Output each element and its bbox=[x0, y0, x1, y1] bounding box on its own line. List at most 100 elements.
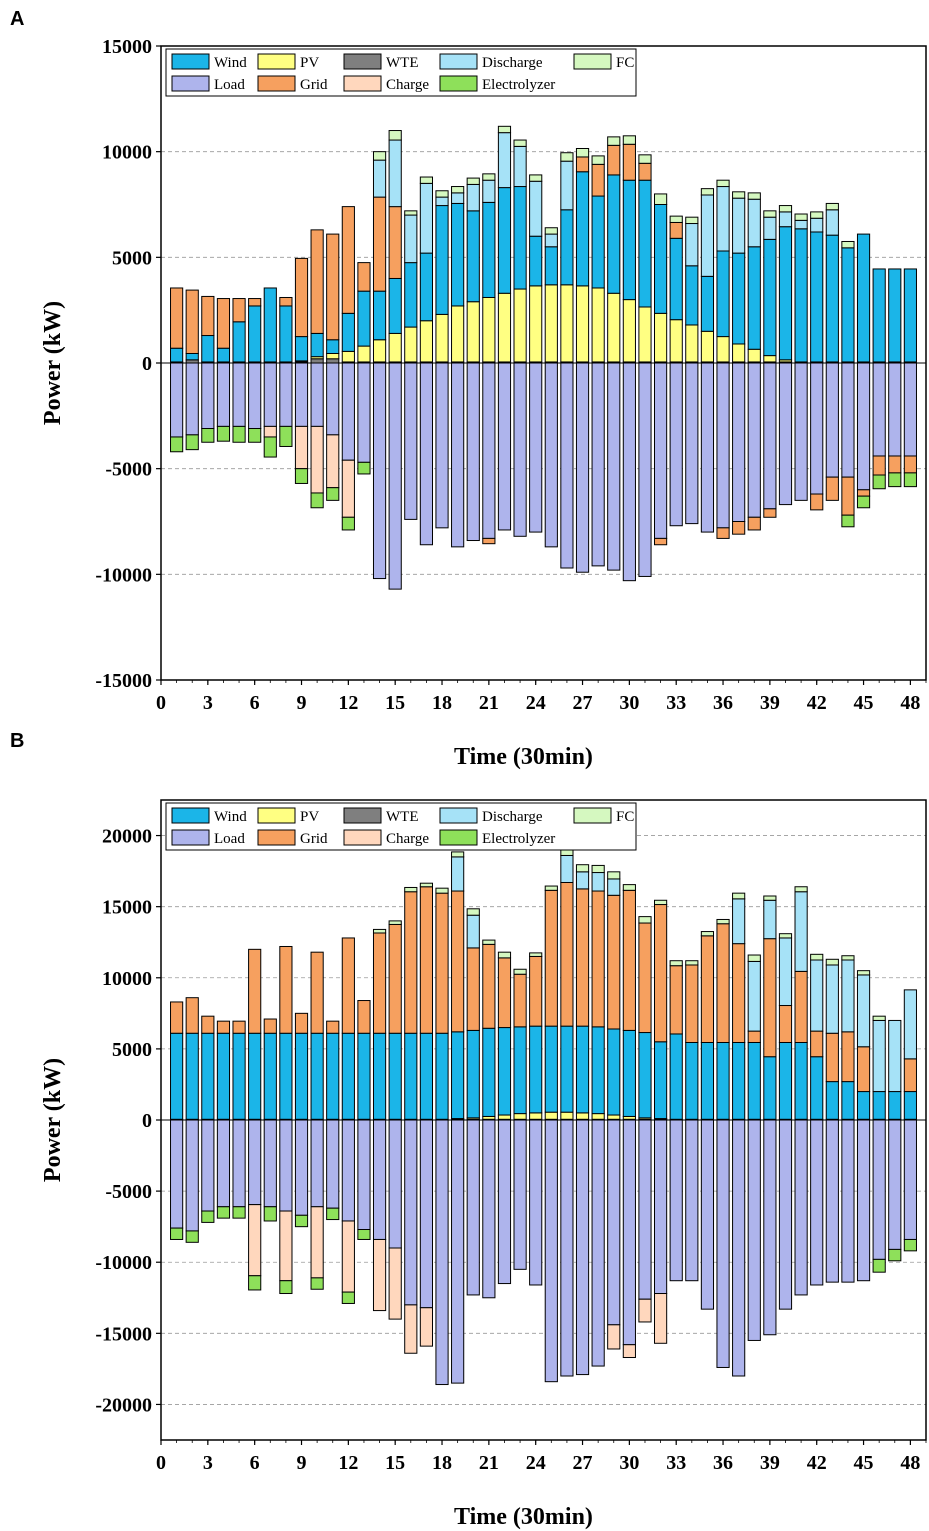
bar-load bbox=[560, 1119, 574, 1377]
bar-electrolyzer bbox=[341, 1291, 355, 1304]
bar-wind bbox=[310, 332, 324, 358]
bar-load bbox=[170, 362, 184, 438]
y-tick-label: -10000 bbox=[95, 564, 152, 586]
bar-load bbox=[497, 1119, 512, 1285]
bar-load bbox=[482, 1119, 496, 1299]
bar-fc bbox=[810, 211, 824, 219]
bar-fc bbox=[607, 871, 621, 880]
bar-wind bbox=[372, 1032, 387, 1120]
bar-fc bbox=[435, 190, 449, 198]
x-tick-label: 12 bbox=[338, 692, 358, 714]
bar-fc bbox=[607, 136, 621, 146]
bar-load bbox=[310, 362, 324, 427]
bar-wind bbox=[810, 1056, 824, 1120]
bar-load bbox=[466, 1119, 480, 1296]
bar-load bbox=[294, 1119, 309, 1216]
bar-grid bbox=[279, 945, 293, 1034]
bar-wind bbox=[825, 1081, 839, 1120]
bar-wind bbox=[654, 1041, 668, 1120]
bar-grid bbox=[685, 964, 699, 1043]
bar-pv bbox=[560, 1111, 574, 1120]
bar-wind bbox=[794, 1041, 808, 1120]
bar-load bbox=[435, 1119, 449, 1386]
bar-load bbox=[841, 1119, 855, 1283]
bar-grid bbox=[513, 973, 527, 1028]
bar-wind bbox=[685, 265, 699, 326]
bar-grid bbox=[841, 1031, 855, 1083]
x-tick-label: 15 bbox=[385, 1452, 405, 1474]
bar-grid bbox=[825, 1032, 839, 1083]
bar-grid bbox=[372, 196, 387, 292]
bar-electrolyzer bbox=[279, 425, 293, 447]
bar-electrolyzer bbox=[326, 1207, 340, 1221]
x-tick-label: 36 bbox=[713, 692, 733, 714]
bar-load bbox=[341, 1119, 355, 1222]
bar-wind bbox=[185, 1032, 199, 1120]
bar-grid bbox=[638, 162, 652, 181]
bar-grid bbox=[216, 298, 231, 349]
bar-wind bbox=[357, 290, 371, 347]
bar-wind bbox=[201, 1032, 215, 1120]
bar-load bbox=[841, 362, 855, 478]
bar-wind bbox=[685, 1041, 699, 1120]
bar-grid bbox=[575, 888, 590, 1027]
legend-swatch-wind bbox=[171, 807, 210, 824]
bar-charge bbox=[419, 1307, 433, 1347]
bar-charge bbox=[654, 1293, 668, 1344]
bar-grid bbox=[263, 1018, 277, 1034]
bar-load bbox=[326, 1119, 340, 1209]
bar-discharge bbox=[607, 878, 621, 896]
bar-electrolyzer bbox=[201, 1210, 215, 1223]
legend-label-grid: Grid bbox=[300, 77, 328, 93]
bar-grid bbox=[326, 1020, 340, 1034]
bar-load bbox=[669, 1119, 683, 1282]
bar-load bbox=[357, 1119, 371, 1231]
bar-grid bbox=[700, 935, 715, 1043]
bar-pv bbox=[575, 285, 590, 363]
bar-electrolyzer bbox=[170, 436, 184, 453]
bar-charge bbox=[263, 425, 277, 438]
bar-discharge bbox=[856, 974, 871, 1048]
legend-swatch-grid bbox=[257, 829, 296, 846]
bar-grid bbox=[810, 1030, 824, 1058]
bar-wind bbox=[763, 238, 777, 357]
bar-wind bbox=[419, 252, 433, 322]
bar-wind bbox=[388, 277, 402, 334]
bar-load bbox=[372, 362, 387, 580]
bar-wind bbox=[248, 1032, 262, 1120]
bar-pv bbox=[341, 350, 355, 363]
bar-grid bbox=[201, 1015, 215, 1034]
bar-grid bbox=[372, 932, 387, 1034]
bar-load bbox=[372, 1119, 387, 1240]
bar-fc bbox=[685, 960, 699, 966]
bar-discharge bbox=[747, 198, 761, 248]
bar-grid bbox=[341, 937, 355, 1034]
bar-fc bbox=[529, 174, 543, 182]
bar-grid bbox=[591, 163, 605, 197]
y-axis-label: Power (kW) bbox=[40, 1058, 66, 1182]
bar-load bbox=[419, 1119, 433, 1309]
bar-wind bbox=[700, 275, 715, 332]
bar-pv bbox=[513, 1113, 527, 1120]
bar-charge bbox=[372, 1238, 387, 1312]
bar-load bbox=[856, 362, 871, 491]
bar-grid bbox=[654, 537, 668, 546]
bar-grid bbox=[294, 257, 309, 338]
bar-grid bbox=[856, 1046, 871, 1093]
y-tick-label: 10000 bbox=[102, 968, 152, 990]
bar-pv bbox=[607, 1114, 621, 1120]
bar-charge bbox=[279, 1210, 293, 1282]
bar-wind bbox=[372, 290, 387, 341]
bar-wind bbox=[279, 305, 293, 363]
bar-wind bbox=[419, 1032, 433, 1120]
bar-load bbox=[388, 362, 402, 590]
bar-wind bbox=[607, 1028, 621, 1116]
bar-wind bbox=[404, 1032, 418, 1120]
x-tick-label: 30 bbox=[619, 1452, 639, 1474]
bar-fc bbox=[685, 216, 699, 225]
bar-wind bbox=[451, 1031, 465, 1120]
bar-discharge bbox=[685, 223, 699, 267]
legend-swatch-wte bbox=[343, 53, 382, 70]
bar-grid bbox=[622, 143, 636, 181]
bar-electrolyzer bbox=[279, 1280, 293, 1295]
